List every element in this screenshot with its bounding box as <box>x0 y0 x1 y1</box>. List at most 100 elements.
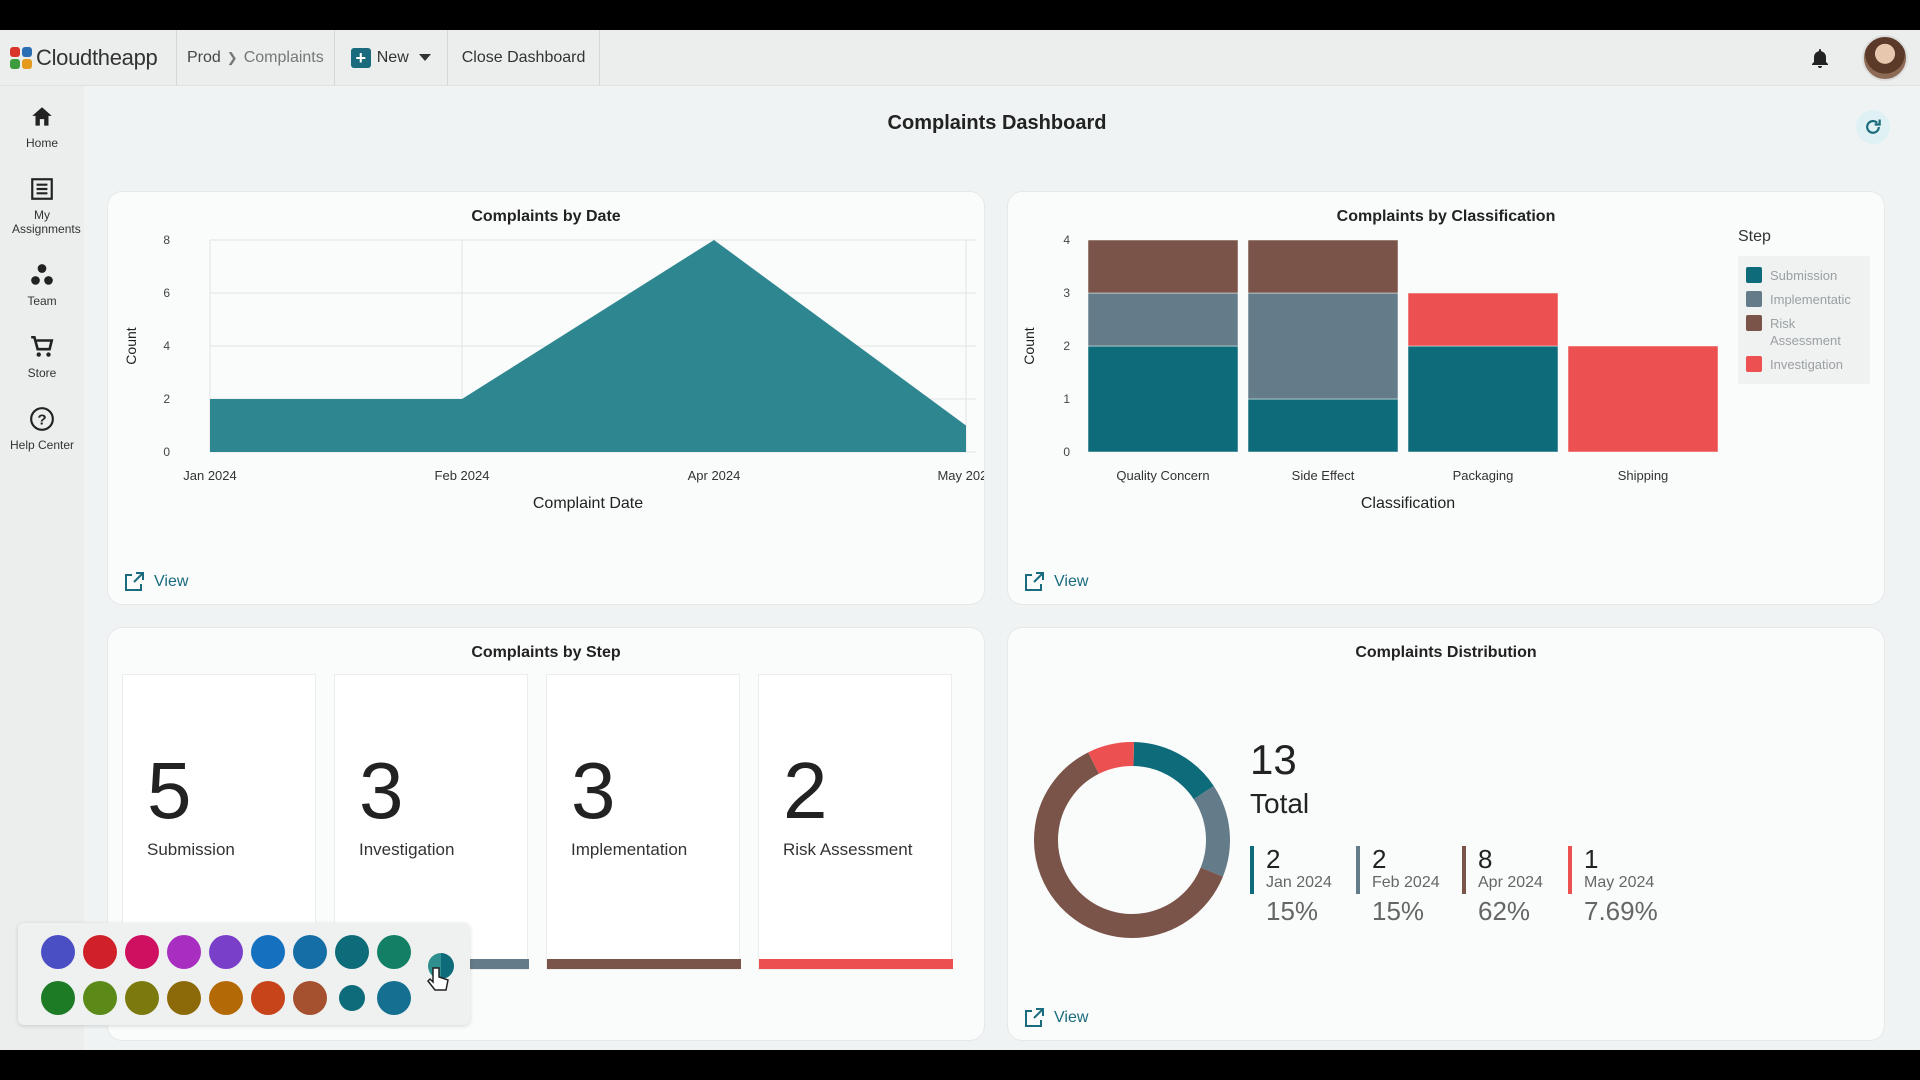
svg-text:?: ? <box>37 411 46 428</box>
step-color-bar <box>547 959 741 969</box>
breadcrumb-prod[interactable]: Prod <box>187 48 221 66</box>
sidebar-item-team[interactable]: Team <box>0 262 84 308</box>
color-swatch[interactable] <box>41 981 75 1015</box>
sidebar-item-my-assignments[interactable]: My Assignments <box>0 176 84 236</box>
view-link[interactable]: View <box>122 570 188 594</box>
bar-segment <box>1247 292 1399 400</box>
sidebar-item-label: Help Center <box>9 438 75 452</box>
x-tick-label: Feb 2024 <box>435 468 490 483</box>
y-tick-label: 4 <box>163 339 170 353</box>
color-swatch[interactable] <box>209 935 243 969</box>
x-tick-label: Packaging <box>1453 468 1514 483</box>
close-dashboard-button[interactable]: Close Dashboard <box>446 30 601 86</box>
new-button[interactable]: + New <box>333 30 447 86</box>
x-tick-label: Side Effect <box>1292 468 1355 483</box>
distribution-date: Feb 2024 <box>1372 874 1440 891</box>
avatar[interactable] <box>1862 35 1908 81</box>
app-logo[interactable]: Cloudtheapp <box>0 30 176 86</box>
sidebar-item-store[interactable]: Store <box>0 334 84 380</box>
card-title: Complaints by Date <box>471 208 621 225</box>
y-tick-label: 1 <box>1063 392 1070 406</box>
color-swatch[interactable] <box>251 981 285 1015</box>
color-swatch[interactable] <box>339 985 365 1011</box>
color-swatch[interactable] <box>293 981 327 1015</box>
color-swatch[interactable] <box>125 981 159 1015</box>
total-label: Total <box>1250 788 1310 819</box>
color-swatch[interactable] <box>293 935 327 969</box>
logo-mark-icon <box>10 46 32 69</box>
step-count: 3 <box>359 746 404 835</box>
sidebar-item-label: Store <box>27 366 57 380</box>
y-tick-label: 3 <box>1063 286 1070 300</box>
breadcrumb: Prod ❯ Complaints <box>176 30 334 86</box>
donut-slice <box>1088 742 1134 774</box>
refresh-button[interactable] <box>1856 110 1890 144</box>
area-chart: 0 2 4 6 8 Jan 2024 Feb 2024 Apr 2024 May 2024 Com… <box>123 233 984 512</box>
x-tick-label: Jan 2024 <box>183 468 237 483</box>
refresh-icon <box>1866 119 1881 134</box>
new-button-label: New <box>376 48 409 66</box>
color-swatch[interactable] <box>335 935 369 969</box>
distribution-date: Apr 2024 <box>1478 874 1543 891</box>
distribution-item-apr: 8 Apr 2024 62% <box>1462 844 1543 926</box>
legend-item[interactable]: Risk Assessment <box>1746 315 1862 349</box>
sidebar-item-home[interactable]: Home <box>0 104 84 150</box>
color-swatch[interactable] <box>83 981 117 1015</box>
legend-title: Step <box>1738 228 1771 245</box>
step-count: 5 <box>147 746 192 835</box>
step-label: Risk Assessment <box>783 840 913 859</box>
bar-segment <box>1087 292 1239 347</box>
view-link[interactable]: View <box>1022 1006 1088 1030</box>
sidebar-item-label: Home <box>25 136 58 150</box>
help-icon: ? <box>30 407 54 431</box>
breadcrumb-complaints[interactable]: Complaints <box>243 48 324 66</box>
bar-segment <box>1247 239 1399 294</box>
plus-icon: + <box>350 47 371 68</box>
color-swatch[interactable] <box>41 935 75 969</box>
legend-item[interactable]: Investigation <box>1746 356 1862 373</box>
color-swatch[interactable] <box>167 935 201 969</box>
distribution-value: 8 <box>1478 844 1493 874</box>
color-swatch[interactable] <box>209 981 243 1015</box>
card-title: Complaints by Step <box>471 644 621 661</box>
color-swatch[interactable] <box>377 981 411 1015</box>
color-swatch[interactable] <box>125 935 159 969</box>
external-link-icon <box>1025 572 1044 591</box>
y-tick-label: 8 <box>163 233 170 247</box>
bell-icon[interactable] <box>1808 46 1832 70</box>
donut-slice <box>1133 742 1214 800</box>
sidebar-item-help-center[interactable]: ? Help Center <box>0 406 84 452</box>
view-link[interactable]: View <box>1022 570 1088 594</box>
legend-swatch <box>1746 315 1762 331</box>
distribution-percent: 15% <box>1372 896 1425 926</box>
distribution-percent: 15% <box>1266 896 1319 926</box>
view-link-label: View <box>154 573 189 590</box>
color-swatch[interactable] <box>167 981 201 1015</box>
legend-swatch <box>1746 267 1762 283</box>
bar-segment <box>1247 398 1399 453</box>
distribution-value: 1 <box>1584 844 1599 874</box>
y-tick-label: 2 <box>163 392 170 406</box>
x-axis-label: Complaint Date <box>533 495 643 512</box>
distribution-date: May 2024 <box>1584 874 1655 891</box>
distribution-percent: 7.69% <box>1584 896 1658 926</box>
step-tile-implementation[interactable]: 3 Implementation <box>546 674 741 970</box>
step-tile-risk-assessment[interactable]: 2 Risk Assessment <box>758 674 953 970</box>
y-axis-label: Count <box>1021 327 1037 364</box>
legend-item[interactable]: Submission <box>1746 267 1862 284</box>
y-axis-label: Count <box>123 327 139 364</box>
bar-segment <box>1087 239 1239 294</box>
color-swatch[interactable] <box>83 935 117 969</box>
bar-segment <box>1407 292 1559 347</box>
legend-label: Implementatic <box>1770 292 1851 307</box>
y-tick-label: 2 <box>1063 339 1070 353</box>
color-swatch[interactable] <box>251 935 285 969</box>
distribution-item-may: 1 May 2024 7.69% <box>1568 844 1658 926</box>
y-tick-label: 0 <box>163 445 170 459</box>
assignments-icon <box>31 178 53 200</box>
legend-box: Submission Implementatic Risk Assessment In… <box>1738 256 1870 384</box>
legend-swatch <box>1746 356 1762 372</box>
color-swatch[interactable] <box>377 935 411 969</box>
home-icon <box>32 107 52 126</box>
legend-item[interactable]: Implementatic <box>1746 291 1862 308</box>
